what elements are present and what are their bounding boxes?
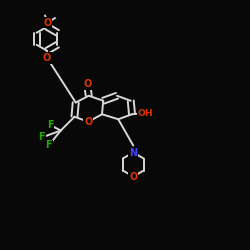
Text: O: O bbox=[84, 79, 92, 89]
Text: F: F bbox=[46, 140, 52, 150]
Text: O: O bbox=[44, 18, 52, 28]
Text: O: O bbox=[44, 18, 52, 28]
Text: N: N bbox=[129, 148, 137, 158]
Text: O: O bbox=[129, 172, 138, 181]
Text: OH: OH bbox=[138, 109, 154, 118]
Text: O: O bbox=[84, 117, 92, 127]
Text: F: F bbox=[38, 132, 45, 142]
Text: O: O bbox=[43, 53, 51, 63]
Text: F: F bbox=[47, 120, 53, 130]
